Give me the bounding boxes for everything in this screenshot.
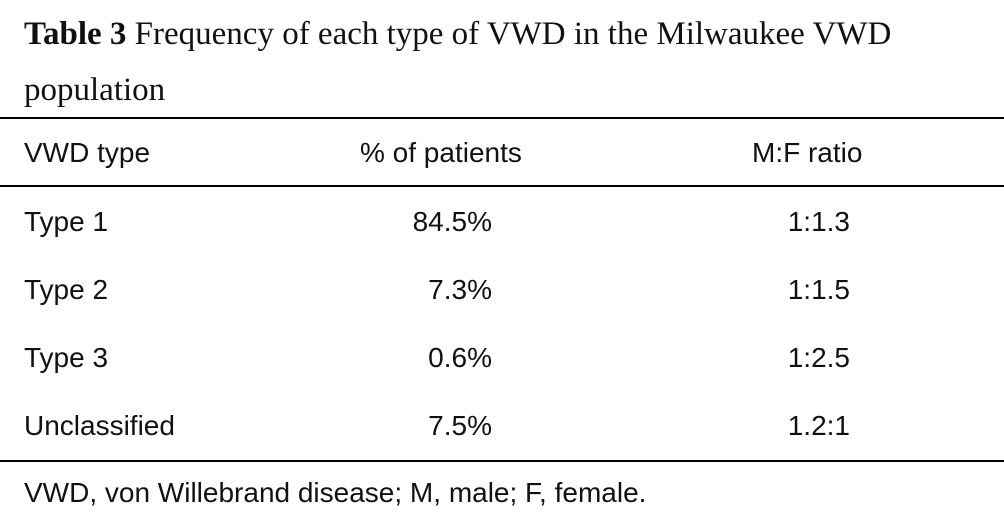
cell-mf-ratio: 1.2:1 xyxy=(787,410,850,441)
table-number: Table 3 xyxy=(24,16,127,52)
cell-vwd-type: Unclassified xyxy=(24,410,175,441)
cell-mf-ratio: 1:1.5 xyxy=(787,274,850,305)
header-vwd-type: VWD type xyxy=(24,137,151,168)
table-footnote: VWD, von Willebrand disease; M, male; F,… xyxy=(24,477,647,508)
cell-percent-patients: 84.5% xyxy=(412,206,492,237)
header-rule xyxy=(0,185,1004,187)
cell-vwd-type: Type 3 xyxy=(24,342,109,373)
bottom-rule xyxy=(0,460,1004,462)
top-rule xyxy=(0,117,1004,119)
header-mf-ratio: M:F ratio xyxy=(752,137,863,168)
table-title: Frequency of each type of VWD in the Mil… xyxy=(24,16,892,108)
cell-percent-patients: 0.6% xyxy=(428,342,492,373)
cell-mf-ratio: 1:1.3 xyxy=(787,206,850,237)
cell-percent-patients: 7.3% xyxy=(428,274,492,305)
cell-vwd-type: Type 2 xyxy=(24,274,109,305)
cell-percent-patients: 7.5% xyxy=(428,410,492,441)
cell-vwd-type: Type 1 xyxy=(24,206,109,237)
header-percent-patients: % of patients xyxy=(360,137,522,168)
cell-mf-ratio: 1:2.5 xyxy=(787,342,850,373)
table-caption: Table 3 Frequency of each type of VWD in… xyxy=(24,6,999,118)
